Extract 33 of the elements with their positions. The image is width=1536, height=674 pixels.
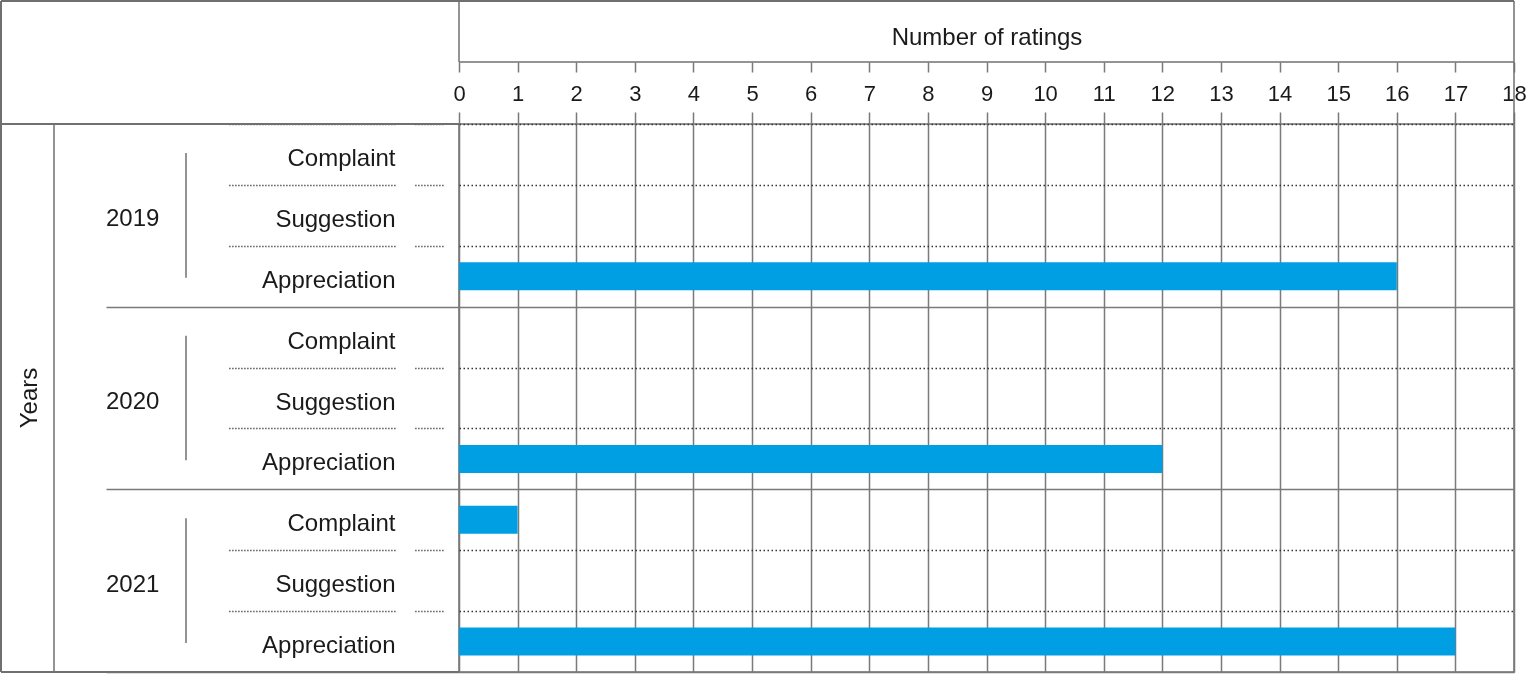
- x-tick-label: 17: [1443, 80, 1469, 106]
- y-tick-label: Suggestion: [275, 570, 396, 598]
- x-tick-label: 7: [863, 80, 876, 106]
- x-tick-label: 8: [922, 80, 935, 106]
- x-tick-label: 0: [453, 80, 466, 106]
- text: Years: [15, 367, 42, 429]
- x-tick-label: 10: [1033, 80, 1058, 106]
- y-tick-label: Complaint: [287, 509, 396, 537]
- x-tick-label: 3: [629, 80, 642, 106]
- y-tick-label: Suggestion: [275, 387, 396, 415]
- x-tick-label: 6: [805, 80, 818, 106]
- text: 2019: [106, 204, 160, 232]
- x-tick-label: 14: [1267, 80, 1293, 106]
- x-tick-label: 18: [1502, 80, 1527, 106]
- y-tick-label: Complaint: [287, 326, 396, 354]
- x-tick-label: 13: [1209, 80, 1234, 106]
- y-tick-label: Appreciation: [262, 265, 396, 293]
- y-tick-label: Appreciation: [262, 631, 396, 659]
- x-axis-title: Number of ratings: [891, 22, 1083, 50]
- y-tick-label: Appreciation: [262, 448, 396, 476]
- x-tick-label: 12: [1150, 80, 1176, 106]
- x-tick-label: 16: [1385, 80, 1410, 106]
- x-tick-label: 4: [687, 80, 701, 106]
- text: 2020: [106, 387, 160, 414]
- y-tick-label: Suggestion: [275, 204, 396, 232]
- x-tick-label: 1: [511, 80, 525, 106]
- x-tick-label: 2: [570, 80, 583, 106]
- x-tick-label: 9: [980, 80, 994, 106]
- x-tick-label: 5: [746, 80, 759, 106]
- text: 2021: [106, 569, 160, 597]
- x-tick-label: 11: [1092, 80, 1116, 106]
- y-tick-label: Complaint: [287, 143, 396, 171]
- x-tick-label: 15: [1326, 80, 1351, 106]
